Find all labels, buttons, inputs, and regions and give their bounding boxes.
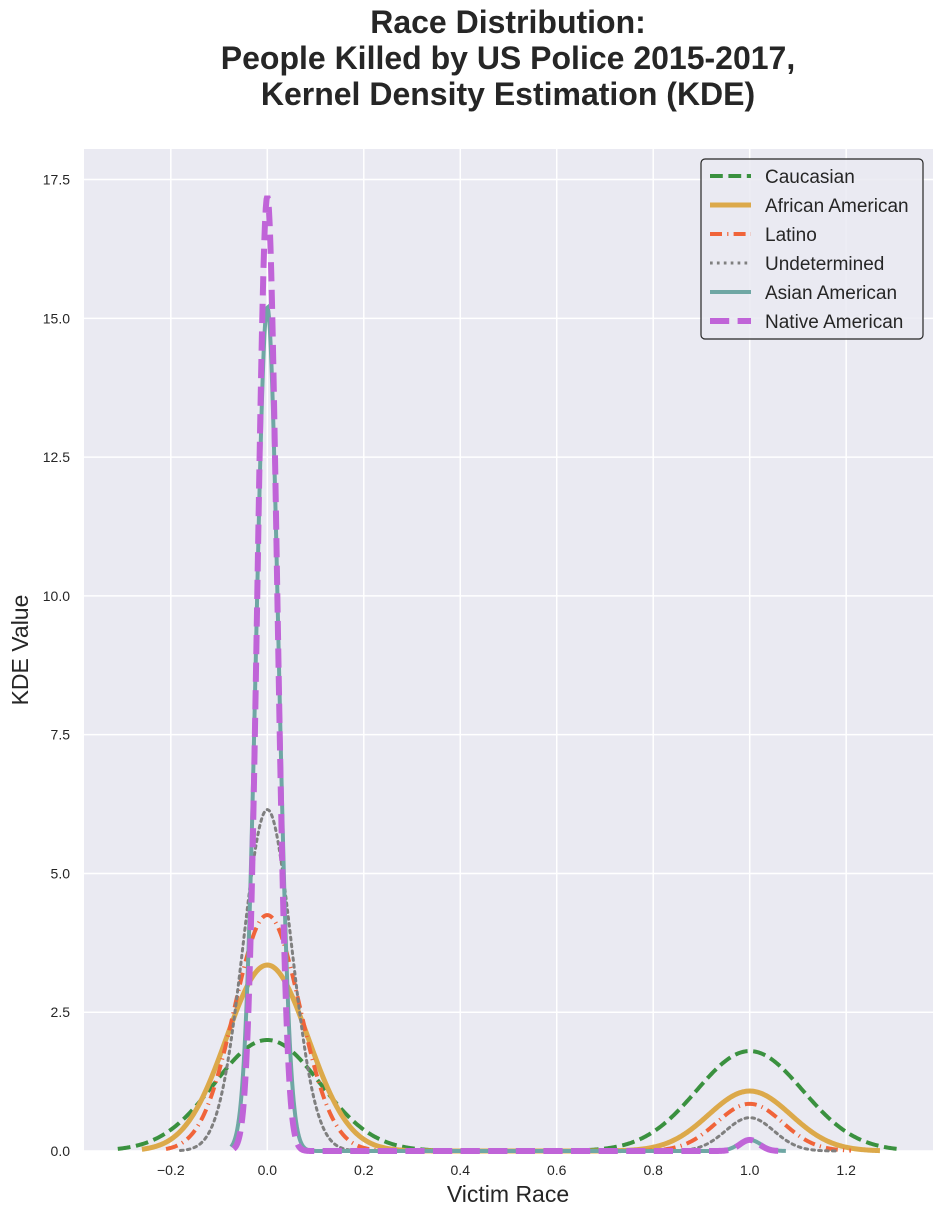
x-tick-label: 0.4: [451, 1162, 471, 1178]
legend-frame: [700, 158, 924, 340]
x-tick-label: 0.8: [643, 1162, 663, 1178]
x-tick-label: 0.6: [547, 1162, 567, 1178]
y-axis-ticks: 0.0 2.5 5.0 7.5 10.0 12.5 15.0 17.5: [43, 172, 70, 1159]
y-tick-label: 2.5: [51, 1004, 71, 1020]
x-tick-label: 1.0: [740, 1162, 760, 1178]
legend-item: Undetermined: [710, 254, 884, 275]
legend-item: Asian American: [710, 283, 897, 304]
legend-item: Caucasian: [710, 167, 855, 188]
y-tick-label: 15.0: [43, 310, 70, 326]
series-native-american: [231, 195, 784, 1154]
grid: [84, 149, 933, 1152]
legend-label: Asian American: [765, 283, 897, 304]
legend-item: Latino: [710, 225, 817, 246]
legend: Caucasian African American Latino Undetermi…: [700, 158, 924, 340]
legend-label: African American: [765, 196, 909, 217]
chart-title: Race Distribution: People Killed by US P…: [0, 4, 944, 112]
kde-line: [231, 195, 784, 1154]
y-tick-label: 10.0: [43, 588, 70, 604]
x-tick-label: 0.2: [354, 1162, 374, 1178]
legend-label: Native American: [765, 312, 903, 333]
legend-label: Latino: [765, 225, 817, 246]
series-caucasian: [117, 1037, 900, 1153]
legend-label: Caucasian: [765, 167, 855, 188]
chart-title-line-2: People Killed by US Police 2015-2017,: [220, 40, 796, 76]
y-tick-label: 5.0: [51, 865, 71, 881]
x-axis-ticks: −0.2 0.0 0.2 0.4 0.6 0.8 1.0 1.2: [157, 1162, 856, 1178]
kde-line: [117, 1037, 900, 1153]
chart-title-line-3: Kernel Density Estimation (KDE): [260, 76, 756, 112]
legend-item: African American: [710, 196, 909, 217]
x-axis-label: Victim Race: [447, 1181, 569, 1207]
x-tick-label: −0.2: [157, 1162, 185, 1178]
chart-title-line-1: Race Distribution:: [370, 4, 646, 40]
y-tick-label: 17.5: [43, 172, 70, 188]
y-axis-label: KDE Value: [7, 595, 33, 706]
legend-label: Undetermined: [765, 254, 884, 275]
x-tick-label: 0.0: [258, 1162, 278, 1178]
y-tick-label: 0.0: [51, 1143, 71, 1159]
y-tick-label: 7.5: [51, 727, 71, 743]
y-tick-label: 12.5: [43, 449, 70, 465]
legend-item: Native American: [710, 312, 903, 333]
series-curves: [117, 195, 900, 1154]
x-tick-label: 1.2: [836, 1162, 856, 1178]
